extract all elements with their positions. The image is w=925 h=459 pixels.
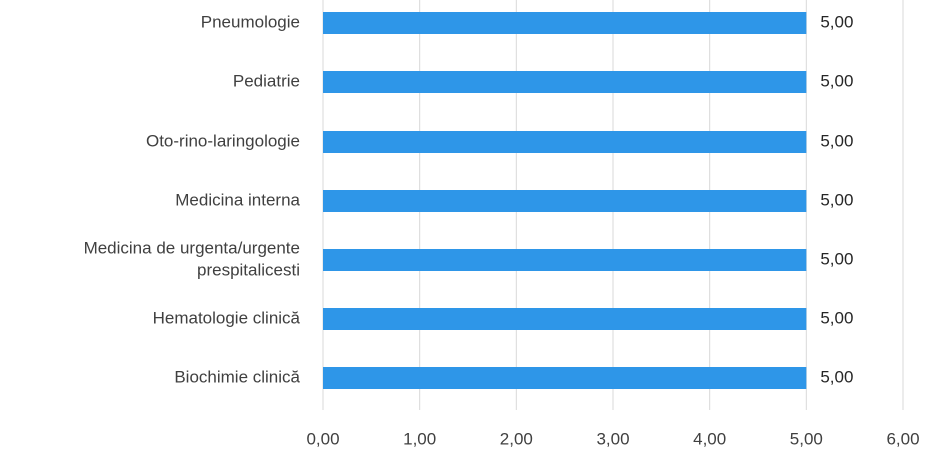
category-label-line: Medicina de urgenta/urgente — [84, 238, 300, 257]
category-label-line: Pediatrie — [233, 71, 300, 90]
data-label: 5,00 — [820, 249, 853, 268]
category-label-line: Biochimie clinică — [174, 367, 300, 386]
data-label: 5,00 — [820, 308, 853, 327]
bar — [323, 249, 807, 271]
bar — [323, 12, 807, 34]
x-tick-label: 1,00 — [403, 429, 436, 448]
category-label-line: prespitalicesti — [197, 260, 300, 279]
bar — [323, 190, 807, 212]
bar — [323, 367, 807, 389]
category-label: Medicina interna — [175, 190, 300, 209]
bar — [323, 131, 807, 153]
bar — [323, 308, 807, 330]
data-label: 5,00 — [820, 71, 853, 90]
category-label-line: Medicina interna — [175, 190, 300, 209]
category-label-line: Hematologie clinică — [153, 308, 301, 327]
category-label: Pediatrie — [233, 71, 300, 90]
data-labels: 5,00 5,00 5,00 5,00 5,00 5,00 5,00 — [820, 12, 853, 386]
category-label: Pneumologie — [201, 12, 300, 31]
x-tick-label: 4,00 — [693, 429, 726, 448]
x-tick-label: 6,00 — [886, 429, 919, 448]
x-tick-label: 3,00 — [596, 429, 629, 448]
category-label-line: Oto-rino-laringologie — [146, 131, 300, 150]
category-label: Medicina de urgenta/urgente prespitalices… — [84, 238, 300, 279]
x-tick-label: 5,00 — [790, 429, 823, 448]
data-label: 5,00 — [820, 190, 853, 209]
category-label-line: Pneumologie — [201, 12, 300, 31]
data-label: 5,00 — [820, 131, 853, 150]
bars — [323, 12, 807, 389]
category-label: Hematologie clinică — [153, 308, 301, 327]
category-labels: Pneumologie Pediatrie Oto-rino-laringologi… — [84, 12, 301, 386]
bar — [323, 71, 807, 93]
x-tick-label: 0,00 — [306, 429, 339, 448]
data-label: 5,00 — [820, 12, 853, 31]
x-tick-label: 2,00 — [500, 429, 533, 448]
data-label: 5,00 — [820, 367, 853, 386]
category-label: Biochimie clinică — [174, 367, 300, 386]
x-axis-tick-labels: 0,00 1,00 2,00 3,00 4,00 5,00 6,00 — [306, 429, 919, 448]
category-label: Oto-rino-laringologie — [146, 131, 300, 150]
